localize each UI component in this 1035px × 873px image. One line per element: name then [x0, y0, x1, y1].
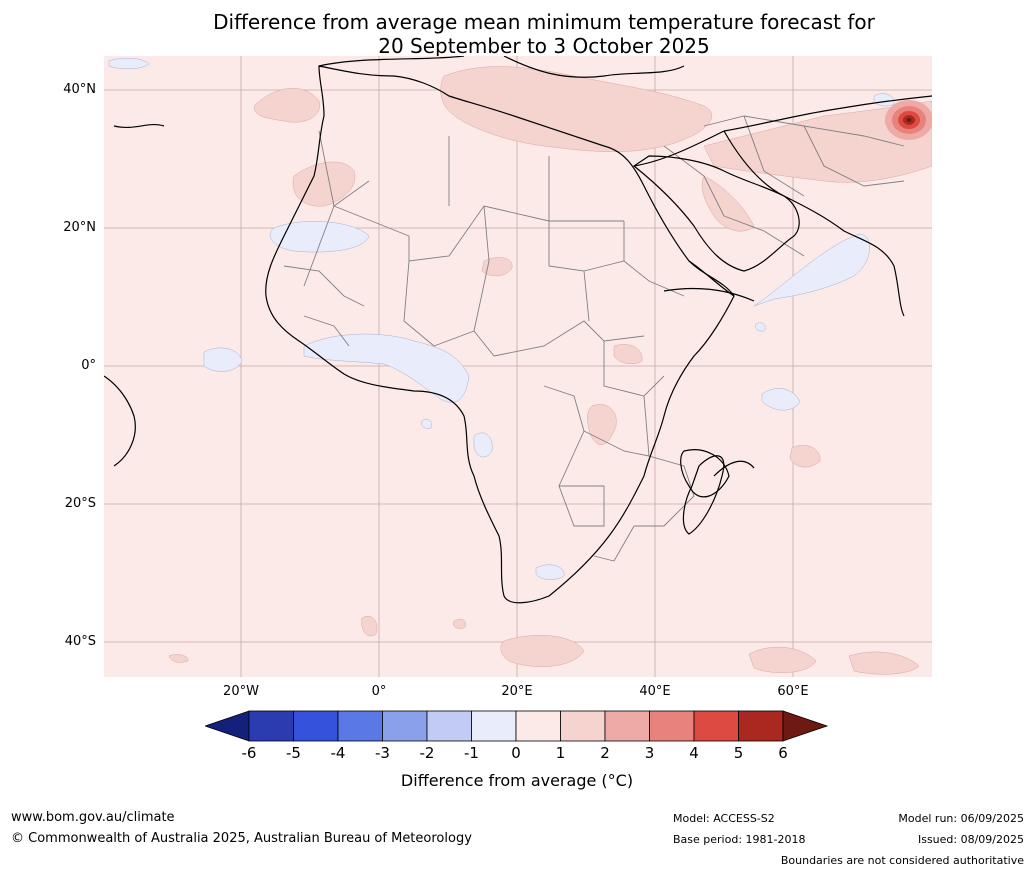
- lat-label-20n: 20°N: [63, 220, 96, 235]
- coastlines: [104, 65, 932, 604]
- colorbar-extend-low: [205, 710, 250, 742]
- footer-copyright: © Commonwealth of Australia 2025, Austra…: [11, 831, 472, 846]
- lon-label-40e: 40°E: [639, 684, 671, 699]
- footer-issued: Issued: 08/09/2025: [917, 833, 1024, 846]
- map-canvas: [104, 56, 932, 677]
- colorbar-cell: [471, 710, 517, 742]
- europe-coast: [318, 56, 685, 78]
- lat-label-40s: 40°S: [64, 634, 96, 649]
- colorbar-tick-label: 2: [600, 744, 610, 762]
- hotspot-anomaly: [885, 100, 932, 140]
- arabian-peninsula-coast: [632, 155, 800, 272]
- madagascar-coast: [682, 455, 725, 535]
- footer-model: Model: ACCESS-S2: [673, 812, 775, 825]
- colorbar-cell: [649, 710, 695, 742]
- title-line-1: Difference from average mean minimum tem…: [213, 10, 875, 34]
- country-borders: [283, 115, 905, 562]
- colorbar-cell: [293, 710, 339, 742]
- lat-label-40n: 40°N: [63, 82, 96, 97]
- colorbar-tick-label: -4: [330, 744, 346, 762]
- colorbar-tick-label: 6: [778, 744, 788, 762]
- colorbar-cell: [382, 710, 428, 742]
- title-line-2: 20 September to 3 October 2025: [378, 34, 710, 58]
- map-panel: [104, 56, 932, 677]
- colorbar-cell: [426, 710, 472, 742]
- colorbar-cell: [604, 710, 650, 742]
- colorbar-tick-label: 0: [511, 744, 521, 762]
- colorbar-cell: [337, 710, 383, 742]
- colorbar-cell: [248, 710, 294, 742]
- lon-label-0: 0°: [371, 684, 387, 699]
- chart-title: Difference from average mean minimum tem…: [0, 10, 1035, 58]
- lat-label-0: 0°: [81, 358, 96, 373]
- colorbar-tick-label: 1: [555, 744, 566, 762]
- footer-url[interactable]: www.bom.gov.au/climate: [11, 810, 175, 825]
- colorbar-tick-label: -1: [464, 744, 479, 762]
- footer-model-run: Model run: 06/09/2025: [898, 812, 1024, 825]
- colorbar-tick-label: -2: [419, 744, 435, 762]
- colorbar-tick-label: -6: [241, 744, 257, 762]
- colorbar-tick-label: -3: [375, 744, 390, 762]
- lat-label-20s: 20°S: [64, 496, 96, 511]
- colorbar-extend-high: [782, 710, 829, 742]
- colorbar-label: Difference from average (°C): [400, 771, 634, 790]
- colorbar-cell: [738, 710, 784, 742]
- colorbar-tick-label: 3: [644, 744, 655, 762]
- warm-anomaly-regions: [168, 66, 932, 675]
- lon-label-20e: 20°E: [501, 684, 533, 699]
- footer-base-period: Base period: 1981-2018: [673, 833, 806, 846]
- footer-disclaimer: Boundaries are not considered authoritat…: [780, 854, 1024, 867]
- lon-label-60e: 60°E: [777, 684, 809, 699]
- lon-label-20w: 20°W: [223, 684, 259, 699]
- colorbar-cell: [515, 710, 561, 742]
- colorbar: [205, 710, 829, 742]
- colorbar-tick-label: 4: [689, 744, 699, 762]
- colorbar-cell: [560, 710, 606, 742]
- colorbar-tick-label: -5: [286, 744, 301, 762]
- colorbar-tick-label: 5: [733, 744, 744, 762]
- colorbar-cell: [693, 710, 739, 742]
